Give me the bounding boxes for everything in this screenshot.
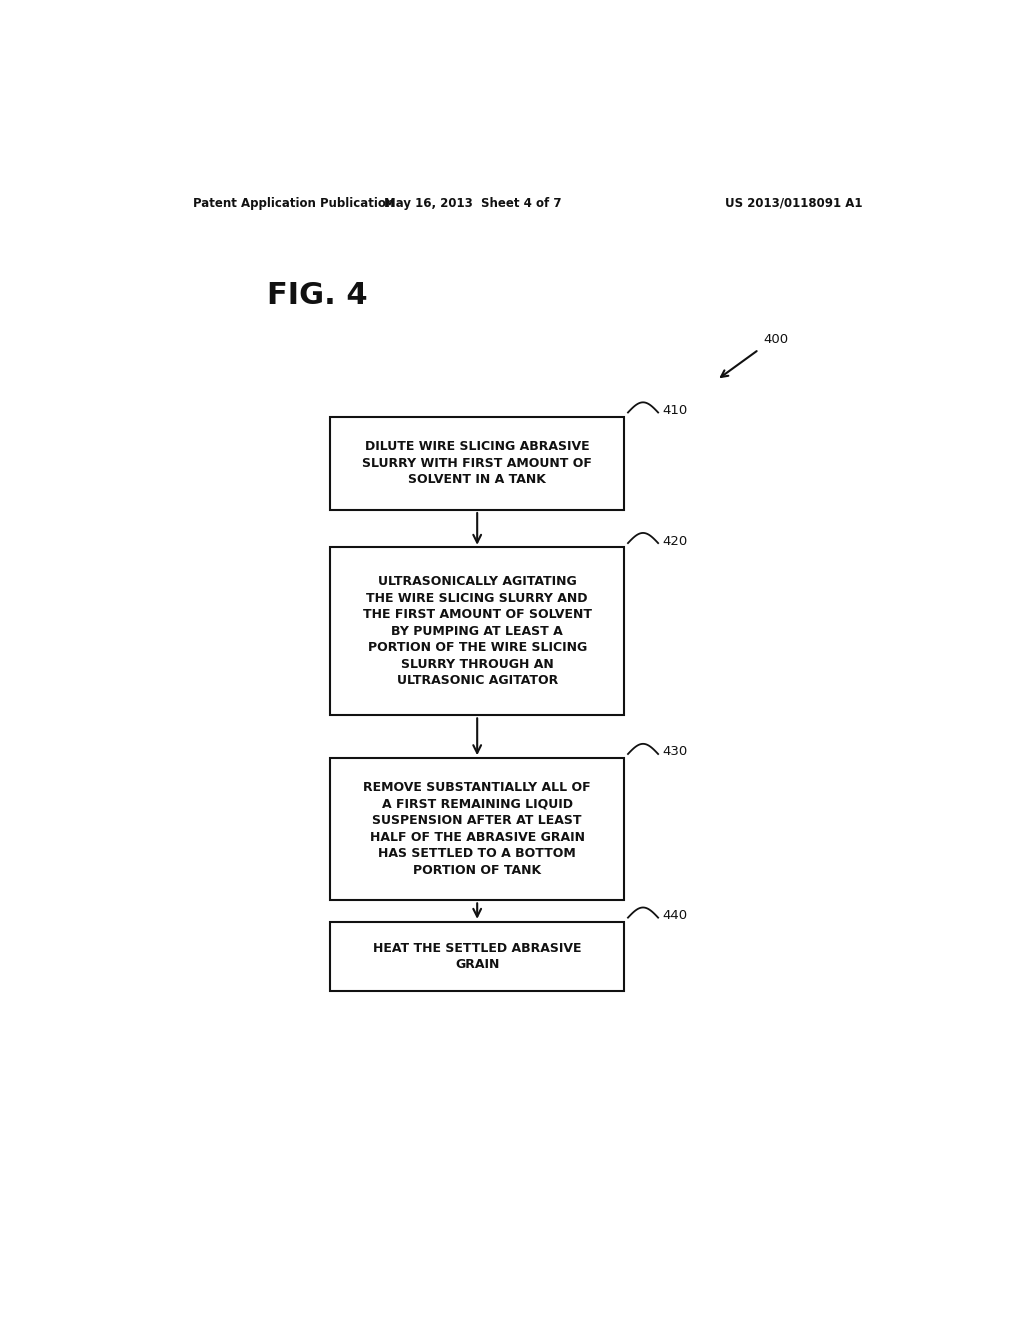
Text: DILUTE WIRE SLICING ABRASIVE
SLURRY WITH FIRST AMOUNT OF
SOLVENT IN A TANK: DILUTE WIRE SLICING ABRASIVE SLURRY WITH… — [362, 441, 592, 486]
Text: US 2013/0118091 A1: US 2013/0118091 A1 — [725, 197, 862, 210]
Text: ULTRASONICALLY AGITATING
THE WIRE SLICING SLURRY AND
THE FIRST AMOUNT OF SOLVENT: ULTRASONICALLY AGITATING THE WIRE SLICIN… — [362, 576, 592, 686]
Text: REMOVE SUBSTANTIALLY ALL OF
A FIRST REMAINING LIQUID
SUSPENSION AFTER AT LEAST
H: REMOVE SUBSTANTIALLY ALL OF A FIRST REMA… — [364, 781, 591, 876]
Text: 430: 430 — [663, 746, 687, 759]
Text: Patent Application Publication: Patent Application Publication — [194, 197, 394, 210]
Bar — [331, 921, 624, 991]
Bar — [331, 417, 624, 510]
Text: 440: 440 — [663, 909, 687, 923]
Bar — [331, 548, 624, 715]
Text: HEAT THE SETTLED ABRASIVE
GRAIN: HEAT THE SETTLED ABRASIVE GRAIN — [373, 941, 582, 972]
Bar — [331, 758, 624, 900]
Text: 400: 400 — [763, 334, 788, 346]
Text: May 16, 2013  Sheet 4 of 7: May 16, 2013 Sheet 4 of 7 — [384, 197, 562, 210]
Text: 410: 410 — [663, 404, 687, 417]
Text: 420: 420 — [663, 535, 687, 548]
Text: FIG. 4: FIG. 4 — [267, 281, 368, 310]
